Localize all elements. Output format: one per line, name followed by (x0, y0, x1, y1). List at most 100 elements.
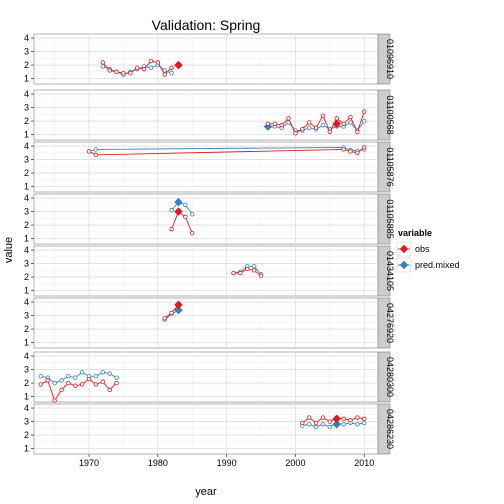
data-point-obs (265, 121, 271, 126)
facet-strip-label: 04276920 (385, 303, 395, 343)
data-point-obs (327, 419, 333, 424)
y-tick-label: 2 (24, 272, 29, 282)
facet-strip-label: 01100568 (385, 95, 395, 134)
data-point-pred.mixed (100, 370, 105, 375)
data-point-obs (100, 379, 105, 384)
facet-strip-label: 01105876 (385, 147, 395, 186)
facet-strip (377, 351, 391, 403)
data-point-obs (362, 416, 367, 422)
data-point-obs (93, 152, 99, 158)
data-point-pred.mixed (169, 208, 174, 213)
facet-strip-label: 01096910 (385, 39, 395, 79)
data-point-obs (162, 72, 167, 77)
panel-background (33, 89, 379, 141)
highlight-point-obs (332, 414, 341, 424)
y-tick-label: 4 (24, 193, 29, 203)
data-point-pred.mixed (169, 70, 174, 76)
facet-strip-label: 04280300 (385, 357, 395, 397)
highlight-point-obs (332, 119, 341, 129)
y-tick-label: 2 (24, 324, 29, 334)
data-point-obs (307, 120, 312, 125)
data-point-obs (86, 376, 92, 382)
data-point-obs (162, 316, 167, 321)
facet-strip (377, 89, 391, 141)
y-axis-title: value (3, 237, 15, 263)
y-tick-label: 4 (24, 245, 29, 255)
data-point-obs (183, 214, 188, 220)
data-point-pred.mixed (355, 422, 360, 427)
facet-strip (377, 403, 391, 455)
y-tick-label: 3 (24, 207, 29, 217)
data-point-pred.mixed (79, 370, 85, 375)
x-tick-label: 2010 (354, 458, 374, 468)
data-point-pred.mixed (73, 375, 78, 380)
data-point-pred.mixed (362, 118, 367, 124)
data-point-obs (320, 415, 326, 420)
data-point-obs (169, 65, 174, 70)
data-point-obs (307, 415, 312, 420)
panel-background (33, 245, 379, 297)
legend-key-symbol (399, 260, 409, 270)
data-point-obs (93, 382, 99, 387)
data-point-pred.mixed (327, 424, 333, 430)
legend-label: obs (415, 244, 430, 254)
data-point-pred.mixed (66, 374, 71, 379)
y-tick-label: 2 (24, 168, 29, 178)
y-tick-label: 3 (24, 103, 29, 113)
panel-background (33, 297, 379, 349)
data-point-obs (100, 60, 105, 65)
data-point-obs (45, 378, 50, 383)
data-point-pred.mixed (59, 378, 64, 383)
data-point-obs (258, 273, 264, 278)
panel-background (33, 33, 379, 85)
data-point-pred.mixed (307, 125, 312, 131)
data-point-obs (300, 126, 305, 132)
data-point-pred.mixed (107, 371, 112, 376)
legend-entry: obs (396, 241, 430, 257)
data-point-obs (73, 383, 78, 388)
data-point-obs (348, 149, 353, 154)
y-tick-label: 1 (24, 234, 29, 244)
series-line-pred.mixed (171, 201, 193, 215)
facet-strip (377, 193, 391, 245)
facet-panel: 1 2 3 4 04280300 (24, 351, 395, 403)
facet-strip (377, 245, 391, 297)
y-tick-label: 2 (24, 378, 29, 388)
x-tick-label: 2000 (285, 458, 305, 468)
facet-panel: 1 2 3 4 01096910 (24, 33, 395, 85)
panel-background (33, 351, 379, 403)
data-point-pred.mixed (320, 122, 326, 128)
y-tick-label: 4 (24, 351, 29, 361)
y-tick-label: 2 (24, 220, 29, 230)
facet-panel: 1 2 3 4 01105876 (24, 141, 395, 193)
y-tick-label: 1 (24, 338, 29, 348)
data-point-pred.mixed (38, 374, 44, 379)
highlight-point-obs (174, 60, 183, 70)
data-point-obs (313, 125, 319, 131)
facet-panel: 1 2 3 4 04276920 (24, 297, 395, 349)
x-axis-title: year (195, 486, 217, 498)
y-tick-label: 3 (24, 155, 29, 165)
data-point-obs (279, 122, 284, 128)
data-point-obs (141, 66, 147, 72)
data-point-obs (293, 131, 298, 136)
data-point-obs (286, 116, 291, 121)
y-tick-label: 3 (24, 311, 29, 321)
data-point-obs (107, 68, 112, 73)
data-point-obs (272, 121, 277, 126)
legend: variable obs pred.mixed (396, 228, 460, 273)
series-line-obs (171, 210, 193, 234)
data-point-obs (114, 380, 119, 386)
x-axis: 1970 1980 1990 2000 2010 (79, 454, 374, 468)
y-tick-label: 1 (24, 392, 29, 402)
panel-background (33, 193, 379, 245)
data-point-obs (348, 418, 353, 423)
y-tick-label: 3 (24, 365, 29, 375)
y-tick-label: 1 (24, 286, 29, 296)
legend-entry: pred.mixed (396, 257, 460, 273)
y-tick-label: 4 (24, 403, 29, 413)
legend-label: pred.mixed (415, 260, 460, 270)
highlight-point-pred.mixed (332, 420, 341, 429)
data-point-obs (341, 416, 346, 422)
